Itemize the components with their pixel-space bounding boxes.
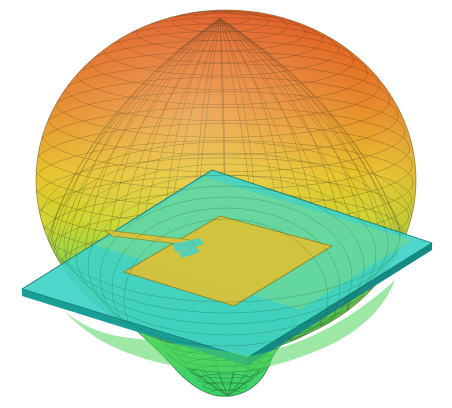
antenna-radiation-pattern-render xyxy=(0,0,452,408)
radiation-pattern-svg xyxy=(0,0,452,408)
